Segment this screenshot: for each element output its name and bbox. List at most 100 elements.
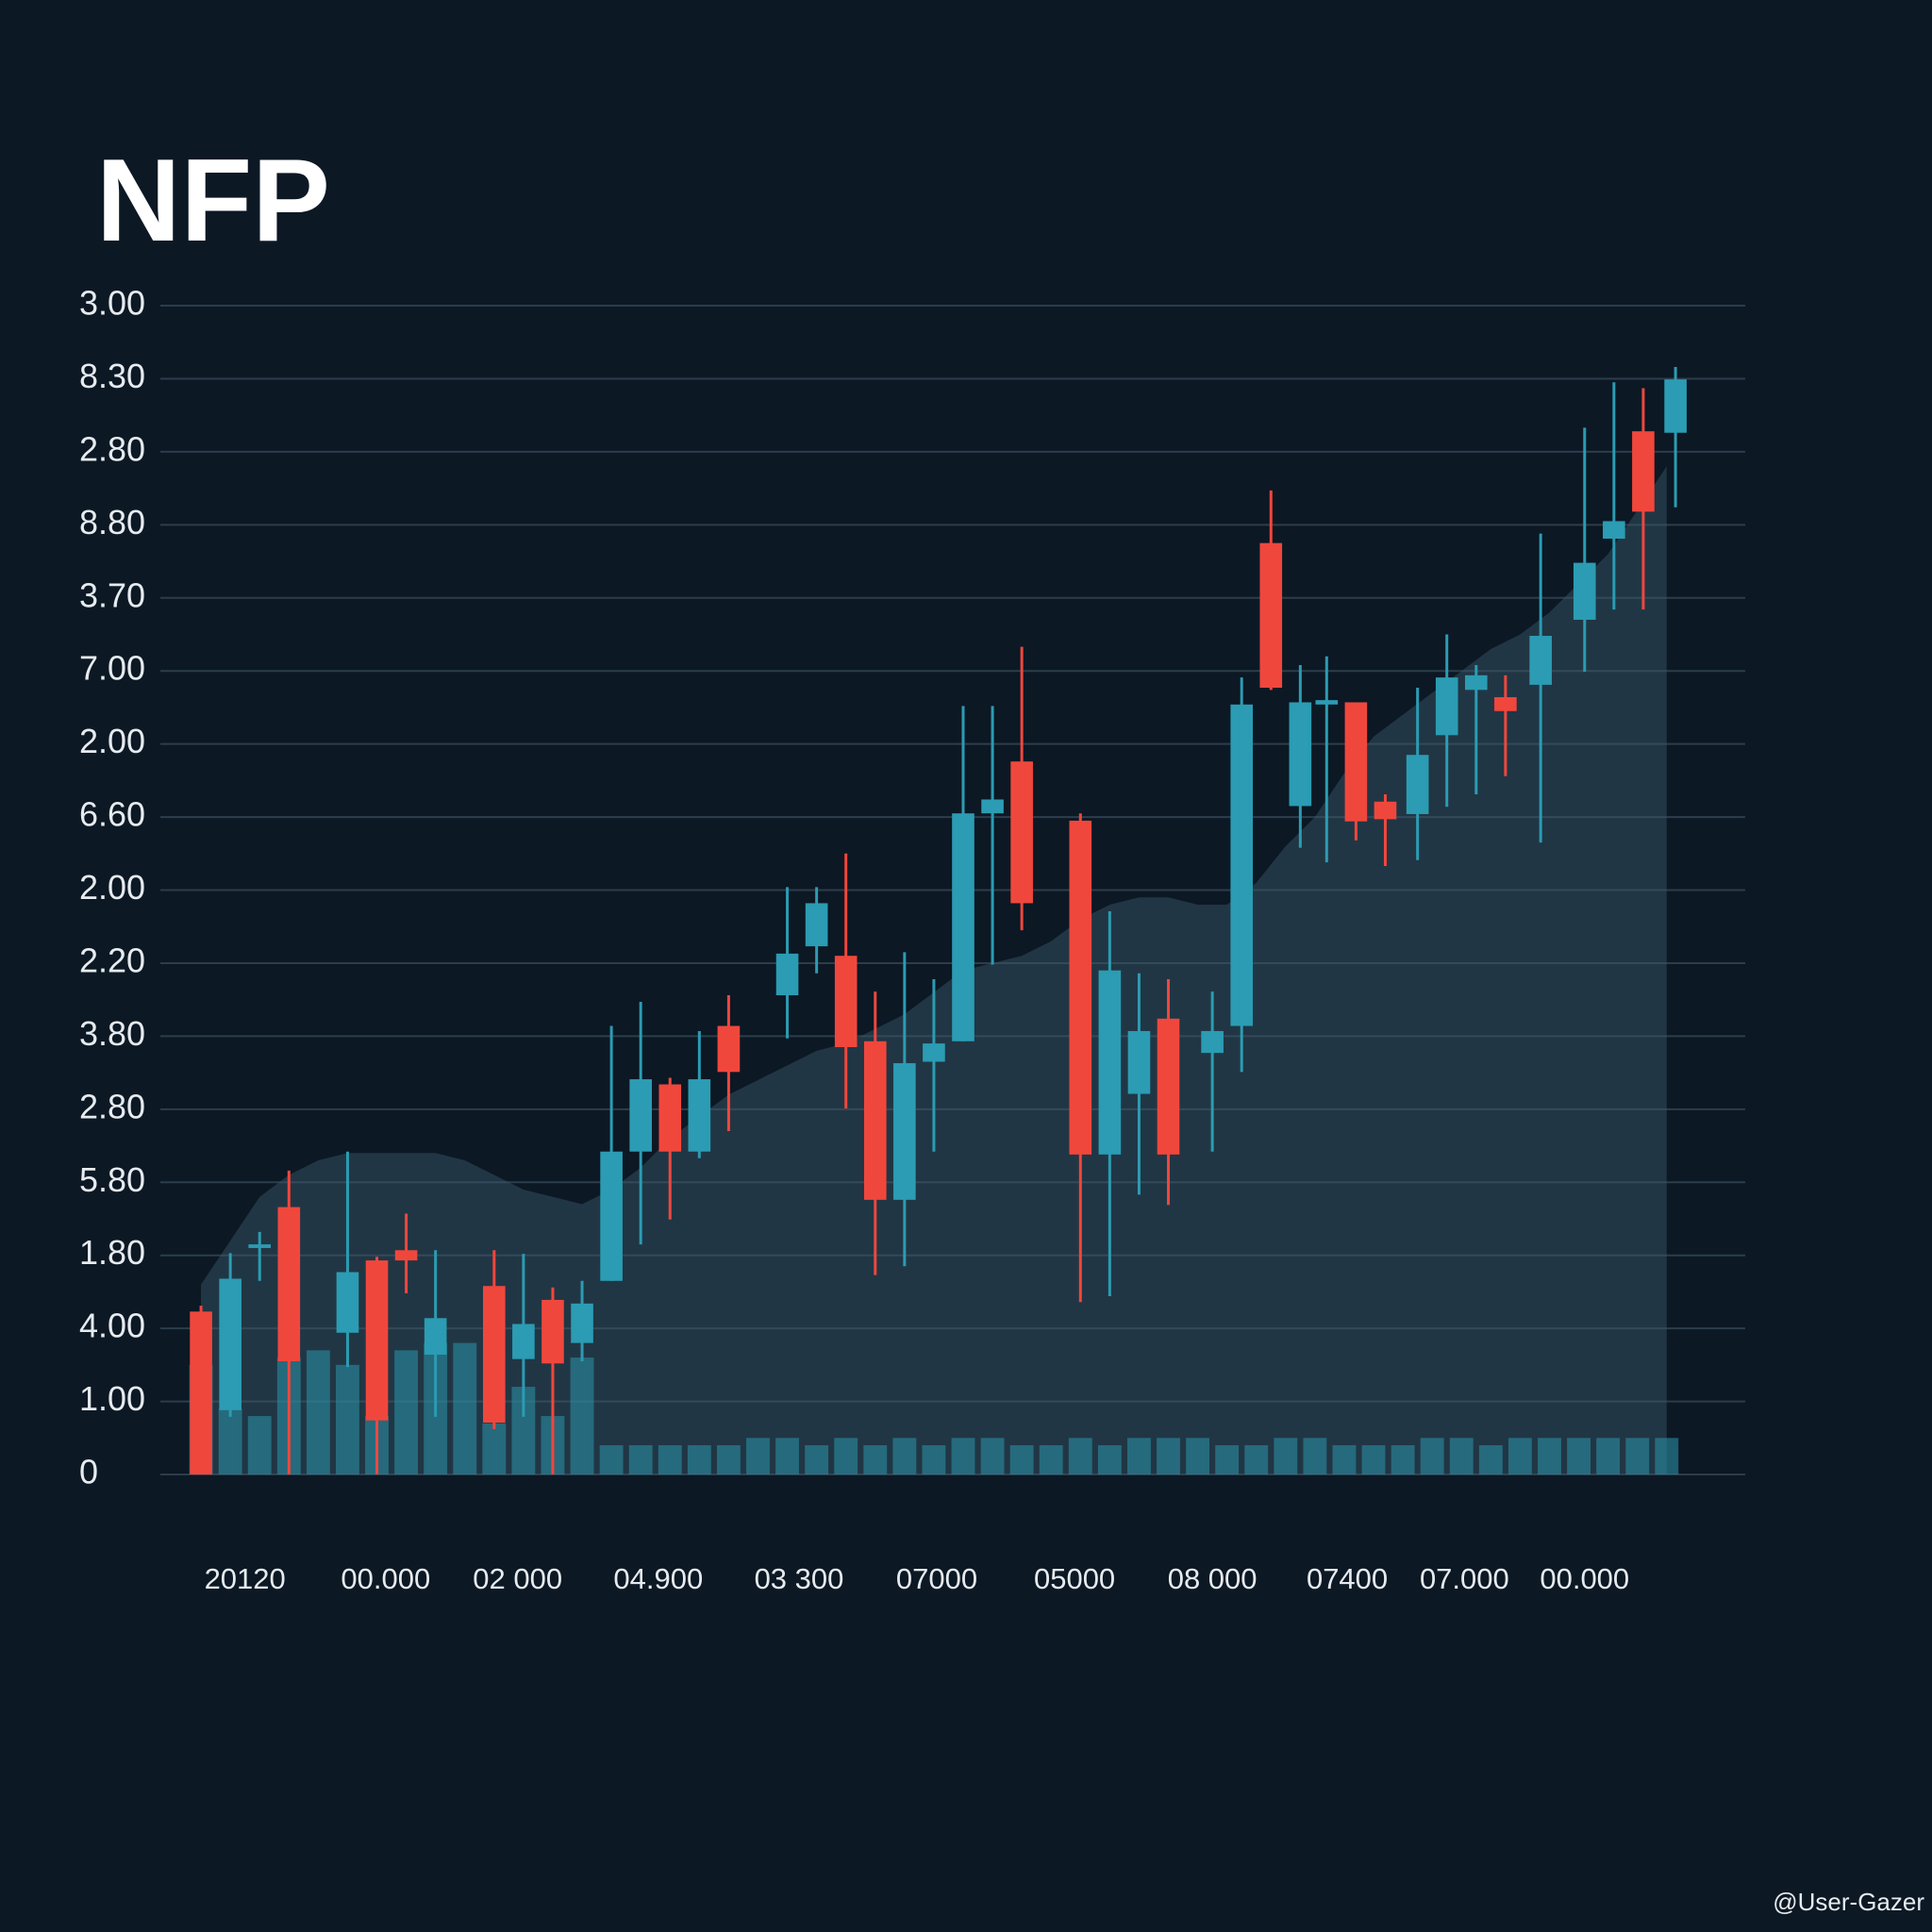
volume-bar [746,1438,770,1474]
y-tick-label: 2.00 [79,868,145,907]
volume-bar [1507,1438,1532,1474]
x-tick-label: 07.000 [1420,1562,1509,1595]
volume-bar [922,1445,946,1474]
x-tick-label: 00.000 [1540,1562,1629,1595]
x-tick-label: 00.000 [341,1562,430,1595]
volume-bar [1244,1445,1269,1474]
volume-bar [1039,1445,1063,1474]
candle-body [219,1278,242,1410]
y-tick-label: 2.80 [79,1087,145,1125]
volume-bar [1127,1438,1151,1474]
volume-bar [892,1438,917,1474]
volume-bar [658,1445,682,1474]
candle-body [1230,704,1254,1026]
candle-body [190,1311,212,1474]
candle-body [365,1260,389,1421]
volume-bar [834,1438,858,1474]
candle-body [336,1272,359,1333]
candle-body [1464,675,1488,691]
y-tick-label: 7.00 [79,649,145,688]
volume-bar [599,1445,624,1474]
candle-body [1494,697,1517,711]
volume-bar [1478,1445,1503,1474]
y-tick-label: 3.70 [79,575,145,614]
candle-body [1157,1018,1180,1155]
candle-body [981,799,1004,814]
candle-body [571,1303,593,1343]
volume-bar [805,1445,829,1474]
candle-body [1664,379,1687,433]
candle-body [1344,702,1368,822]
volume-bar [1391,1445,1415,1474]
volume-bar [1538,1438,1561,1474]
candle-body [1406,755,1429,814]
x-tick-label: 20120 [205,1562,286,1595]
y-tick-label: 2.00 [79,722,145,760]
y-tick-label: 2.80 [79,429,145,468]
x-tick-label: 03 300 [755,1562,844,1595]
candle-body [805,903,828,947]
volume-bar [628,1445,653,1474]
y-tick-label: 3.80 [79,1014,145,1053]
candle-body [1259,542,1283,688]
y-tick-label: 8.30 [79,357,145,395]
volume-bar [1332,1445,1357,1474]
x-tick-label: 02 000 [473,1562,562,1595]
volume-bar [482,1423,507,1474]
candle-body [952,813,974,1041]
y-tick-label: 1.00 [79,1379,145,1418]
candle-body [600,1151,623,1281]
volume-bar [951,1438,975,1474]
candle-body [248,1244,272,1248]
chart-title: NFP [96,136,330,266]
volume-bar [1157,1438,1180,1474]
y-tick-label: 2.20 [79,941,145,979]
candle-body [1010,761,1033,904]
candle-body [1632,431,1655,512]
volume-bar [1215,1445,1240,1474]
y-tick-label: 3.00 [79,284,145,323]
volume-bar [1303,1438,1327,1474]
volume-bar [716,1445,741,1474]
candle-body [1603,521,1625,540]
volume-bar [336,1364,359,1474]
candle-body [483,1286,506,1424]
candle-body [834,956,858,1047]
candle-body [1374,801,1397,820]
volume-bar [394,1350,419,1474]
volume-bar [1420,1438,1444,1474]
y-tick-label: 6.60 [79,795,145,834]
candle-body [541,1299,564,1364]
volume-bar [570,1357,594,1474]
volume-bar [1596,1438,1621,1474]
volume-bar [687,1445,711,1474]
volume-bar [247,1416,272,1474]
candle-body [1069,820,1092,1155]
volume-bar [453,1342,477,1474]
candle-body [1127,1030,1151,1094]
volume-bar [1361,1445,1386,1474]
volume-bar [980,1438,1005,1474]
volume-bar [1009,1445,1034,1474]
candle-body [717,1025,741,1073]
x-tick-label: 08 000 [1168,1562,1257,1595]
x-tick-label: 07400 [1307,1562,1388,1595]
candle-body [1529,636,1552,685]
y-tick-label: 1.80 [79,1233,145,1272]
candle-body [775,953,799,996]
candle-body [1289,702,1312,807]
candle-body [1201,1030,1224,1054]
volume-bar [1449,1438,1474,1474]
y-tick-label: 8.80 [79,503,145,541]
candle-body [1573,562,1596,620]
x-tick-label: 05000 [1034,1562,1115,1595]
candle-body [1098,970,1122,1155]
x-tick-label: 07000 [896,1562,977,1595]
candle-body [277,1207,301,1361]
candle-body [1315,700,1339,705]
watermark: @User-Gazer [1773,1888,1924,1916]
y-tick-label: 0 [79,1453,98,1491]
volume-bar [218,1408,242,1474]
volume-bar [863,1445,888,1474]
